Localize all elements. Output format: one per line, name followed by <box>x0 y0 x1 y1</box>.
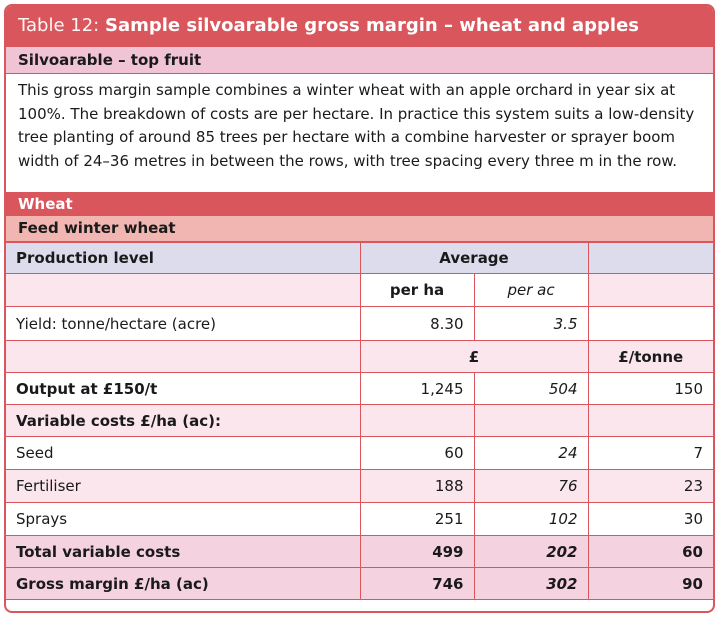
empty-cell <box>587 273 713 307</box>
table-row: Variable costs £/ha (ac): <box>6 404 713 437</box>
output-label: Output at £150/t <box>6 372 361 405</box>
fertiliser-per-tonne: 23 <box>587 469 713 503</box>
section-header: Wheat <box>6 192 713 216</box>
variable-costs-label: Variable costs £/ha (ac): <box>6 404 361 437</box>
total-variable-costs-label: Total variable costs <box>6 535 361 568</box>
empty-cell <box>587 404 713 437</box>
yield-label: Yield: tonne/hectare (acre) <box>6 306 361 341</box>
fertiliser-label: Fertiliser <box>6 469 361 503</box>
fertiliser-per-ac: 76 <box>473 469 589 503</box>
gross-margin-table: Production level Average per ha per ac Y… <box>6 242 713 600</box>
currency-header: £ <box>359 340 589 373</box>
empty-cell <box>359 404 475 437</box>
production-level-label: Production level <box>6 242 361 274</box>
table-row: Sprays 251 102 30 <box>6 502 713 536</box>
crop-header: Feed winter wheat <box>6 216 713 242</box>
sprays-per-ha: 251 <box>359 502 475 536</box>
table-row: Seed 60 24 7 <box>6 436 713 470</box>
total-per-tonne: 60 <box>587 535 713 568</box>
per-ac-header: per ac <box>473 273 589 307</box>
seed-label: Seed <box>6 436 361 470</box>
per-tonne-header: £/tonne <box>587 340 713 373</box>
output-per-ha: 1,245 <box>359 372 475 405</box>
empty-cell <box>587 242 713 274</box>
gross-margin-per-tonne: 90 <box>587 567 713 600</box>
description: This gross margin sample combines a wint… <box>18 81 695 170</box>
table-title: Table 12: Sample silvoarable gross margi… <box>6 6 713 46</box>
empty-cell <box>473 404 589 437</box>
gross-margin-label: Gross margin £/ha (ac) <box>6 567 361 600</box>
table-number: Table 12: <box>18 15 100 36</box>
table-row: Gross margin £/ha (ac) 746 302 90 <box>6 567 713 600</box>
table-row: Total variable costs 499 202 60 <box>6 535 713 568</box>
empty-cell <box>6 273 361 307</box>
total-per-ha: 499 <box>359 535 475 568</box>
table-row: Production level Average <box>6 242 713 274</box>
table-row: Output at £150/t 1,245 504 150 <box>6 372 713 405</box>
per-ha-header: per ha <box>359 273 475 307</box>
table-frame: Table 12: Sample silvoarable gross margi… <box>4 4 715 613</box>
sprays-per-tonne: 30 <box>587 502 713 536</box>
gross-margin-per-ac: 302 <box>473 567 589 600</box>
seed-per-tonne: 7 <box>587 436 713 470</box>
fertiliser-per-ha: 188 <box>359 469 475 503</box>
yield-per-ha: 8.30 <box>359 306 475 341</box>
table-row: Yield: tonne/hectare (acre) 8.30 3.5 <box>6 306 713 341</box>
sprays-label: Sprays <box>6 502 361 536</box>
total-per-ac: 202 <box>473 535 589 568</box>
seed-per-ac: 24 <box>473 436 589 470</box>
empty-cell <box>587 306 713 341</box>
empty-cell <box>6 340 361 373</box>
seed-per-ha: 60 <box>359 436 475 470</box>
average-label: Average <box>359 242 589 274</box>
table-row: per ha per ac <box>6 273 713 307</box>
table-row: Fertiliser 188 76 23 <box>6 469 713 503</box>
output-per-tonne: 150 <box>587 372 713 405</box>
subtitle: Silvoarable – top fruit <box>6 46 713 74</box>
table-title-text: Sample silvoarable gross margin – wheat … <box>104 15 640 36</box>
gross-margin-per-ha: 746 <box>359 567 475 600</box>
sprays-per-ac: 102 <box>473 502 589 536</box>
output-per-ac: 504 <box>473 372 589 405</box>
yield-per-ac: 3.5 <box>473 306 589 341</box>
table-row: £ £/tonne <box>6 340 713 373</box>
